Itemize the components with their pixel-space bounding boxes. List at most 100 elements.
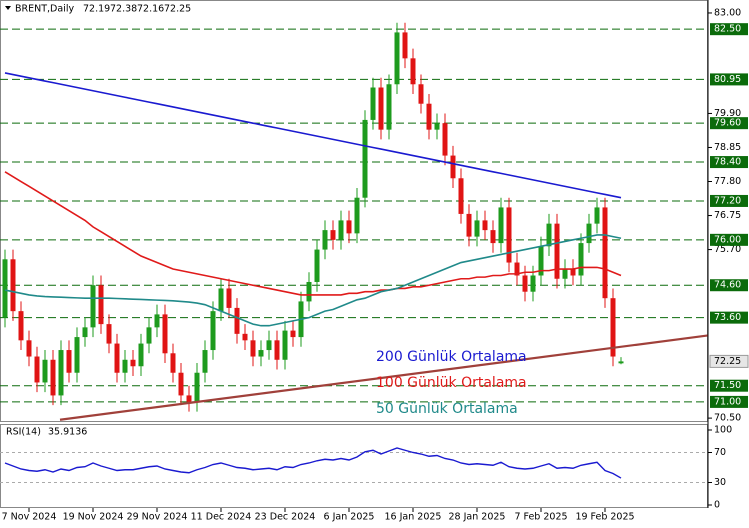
y-tick-label: 79.90: [714, 108, 741, 119]
price-panel: [0, 0, 708, 422]
candle-body: [554, 223, 560, 279]
candle-body: [594, 207, 600, 224]
candle-body: [74, 337, 80, 373]
candle-body: [538, 246, 544, 276]
candle-body: [490, 230, 496, 244]
candle-body: [10, 259, 16, 312]
candle-body: [218, 288, 224, 312]
y-tick-label: 75.70: [714, 244, 741, 255]
x-tick-label: 19 Feb 2025: [575, 512, 634, 523]
candle-body: [434, 123, 440, 130]
candle-body: [98, 285, 104, 325]
ma-line: [4, 234, 622, 327]
candle-body: [530, 275, 536, 292]
candle-body: [58, 350, 64, 396]
candle-body: [562, 269, 568, 279]
rsi-value: 35.9136: [48, 427, 87, 438]
current-price: 72.25: [714, 356, 741, 367]
rsi-title: RSI(14): [6, 427, 41, 438]
candle-body: [122, 359, 128, 373]
candle-body: [330, 230, 336, 240]
candle-body: [26, 340, 32, 357]
rsi-tick-label: 100: [714, 425, 732, 436]
header-bg: [2, 2, 192, 16]
candle-body: [570, 269, 576, 276]
candle-body: [258, 350, 264, 357]
candle-body: [466, 213, 472, 237]
level-label: 77.20: [714, 195, 741, 206]
candle-body: [506, 207, 512, 263]
x-tick-label: 23 Dec 2024: [255, 512, 316, 523]
candle-body: [226, 288, 232, 308]
candle-body: [338, 220, 344, 240]
y-tick-label: 76.75: [714, 210, 741, 221]
x-tick-label: 28 Jan 2025: [449, 512, 506, 523]
header-title: BRENT,Daily: [15, 4, 74, 15]
candle-body: [282, 330, 288, 360]
header-value: 72.38: [110, 4, 137, 15]
candle-body: [290, 330, 296, 338]
candle-body: [250, 340, 256, 357]
header-arrow: [5, 6, 11, 10]
rsi-line: [4, 447, 622, 479]
candle-body: [322, 230, 328, 250]
candle-body: [306, 281, 312, 302]
level-label: 71.00: [714, 396, 741, 407]
header-value: 72.16: [137, 4, 164, 15]
candle-body: [138, 343, 144, 367]
candle-body: [90, 285, 96, 328]
y-tick-label: 77.80: [714, 176, 741, 187]
level-label: 76.00: [714, 234, 741, 245]
candle-body: [18, 311, 24, 341]
candle-body: [578, 243, 584, 276]
level-label: 79.60: [714, 118, 741, 129]
candle-body: [514, 262, 520, 276]
candle-body: [426, 103, 432, 130]
candle-body: [186, 395, 192, 402]
candle-body: [82, 327, 88, 338]
x-tick-label: 7 Feb 2025: [514, 512, 567, 523]
candle-body: [314, 249, 320, 282]
x-tick-label: 29 Nov 2024: [127, 512, 188, 523]
candle-body: [386, 84, 392, 130]
level-box: [710, 194, 748, 207]
candle-body: [378, 87, 384, 130]
level-box: [710, 117, 748, 130]
candle-body: [114, 343, 120, 373]
level-label: 73.60: [714, 312, 741, 323]
x-tick-label: 16 Jan 2025: [385, 512, 442, 523]
header-value: 72.25: [164, 4, 191, 15]
candle-body: [274, 340, 280, 360]
x-tick-label: 7 Nov 2024: [2, 512, 57, 523]
legend-label: 50 Günlük Ortalama: [376, 401, 518, 417]
legend-label: 200 Günlük Ortalama: [376, 349, 527, 365]
candle-body: [498, 207, 504, 244]
candle-body: [146, 327, 152, 344]
candle-body: [602, 207, 608, 299]
candle-body: [410, 58, 416, 85]
rsi-tick-label: 30: [714, 477, 726, 488]
level-box: [710, 311, 748, 324]
level-label: 80.95: [714, 74, 741, 85]
x-tick-label: 19 Nov 2024: [63, 512, 124, 523]
candle-body: [618, 361, 624, 364]
candle-body: [170, 353, 176, 373]
candle-body: [522, 275, 528, 292]
candle-body: [418, 84, 424, 104]
level-box: [710, 156, 748, 169]
x-tick-label: 6 Jan 2025: [324, 512, 375, 523]
candle-body: [2, 259, 8, 318]
y-tick-label: 70.50: [714, 413, 741, 424]
level-label: 71.50: [714, 380, 741, 391]
candle-body: [586, 223, 592, 244]
level-box: [710, 23, 748, 36]
candle-body: [474, 220, 480, 237]
candle-body: [178, 372, 184, 396]
candle-body: [450, 155, 456, 179]
plot: [0, 22, 709, 421]
candle-body: [106, 324, 112, 344]
candle-body: [362, 119, 368, 198]
candle-body: [442, 123, 448, 156]
candle-body: [610, 298, 616, 357]
candle-body: [130, 359, 136, 367]
